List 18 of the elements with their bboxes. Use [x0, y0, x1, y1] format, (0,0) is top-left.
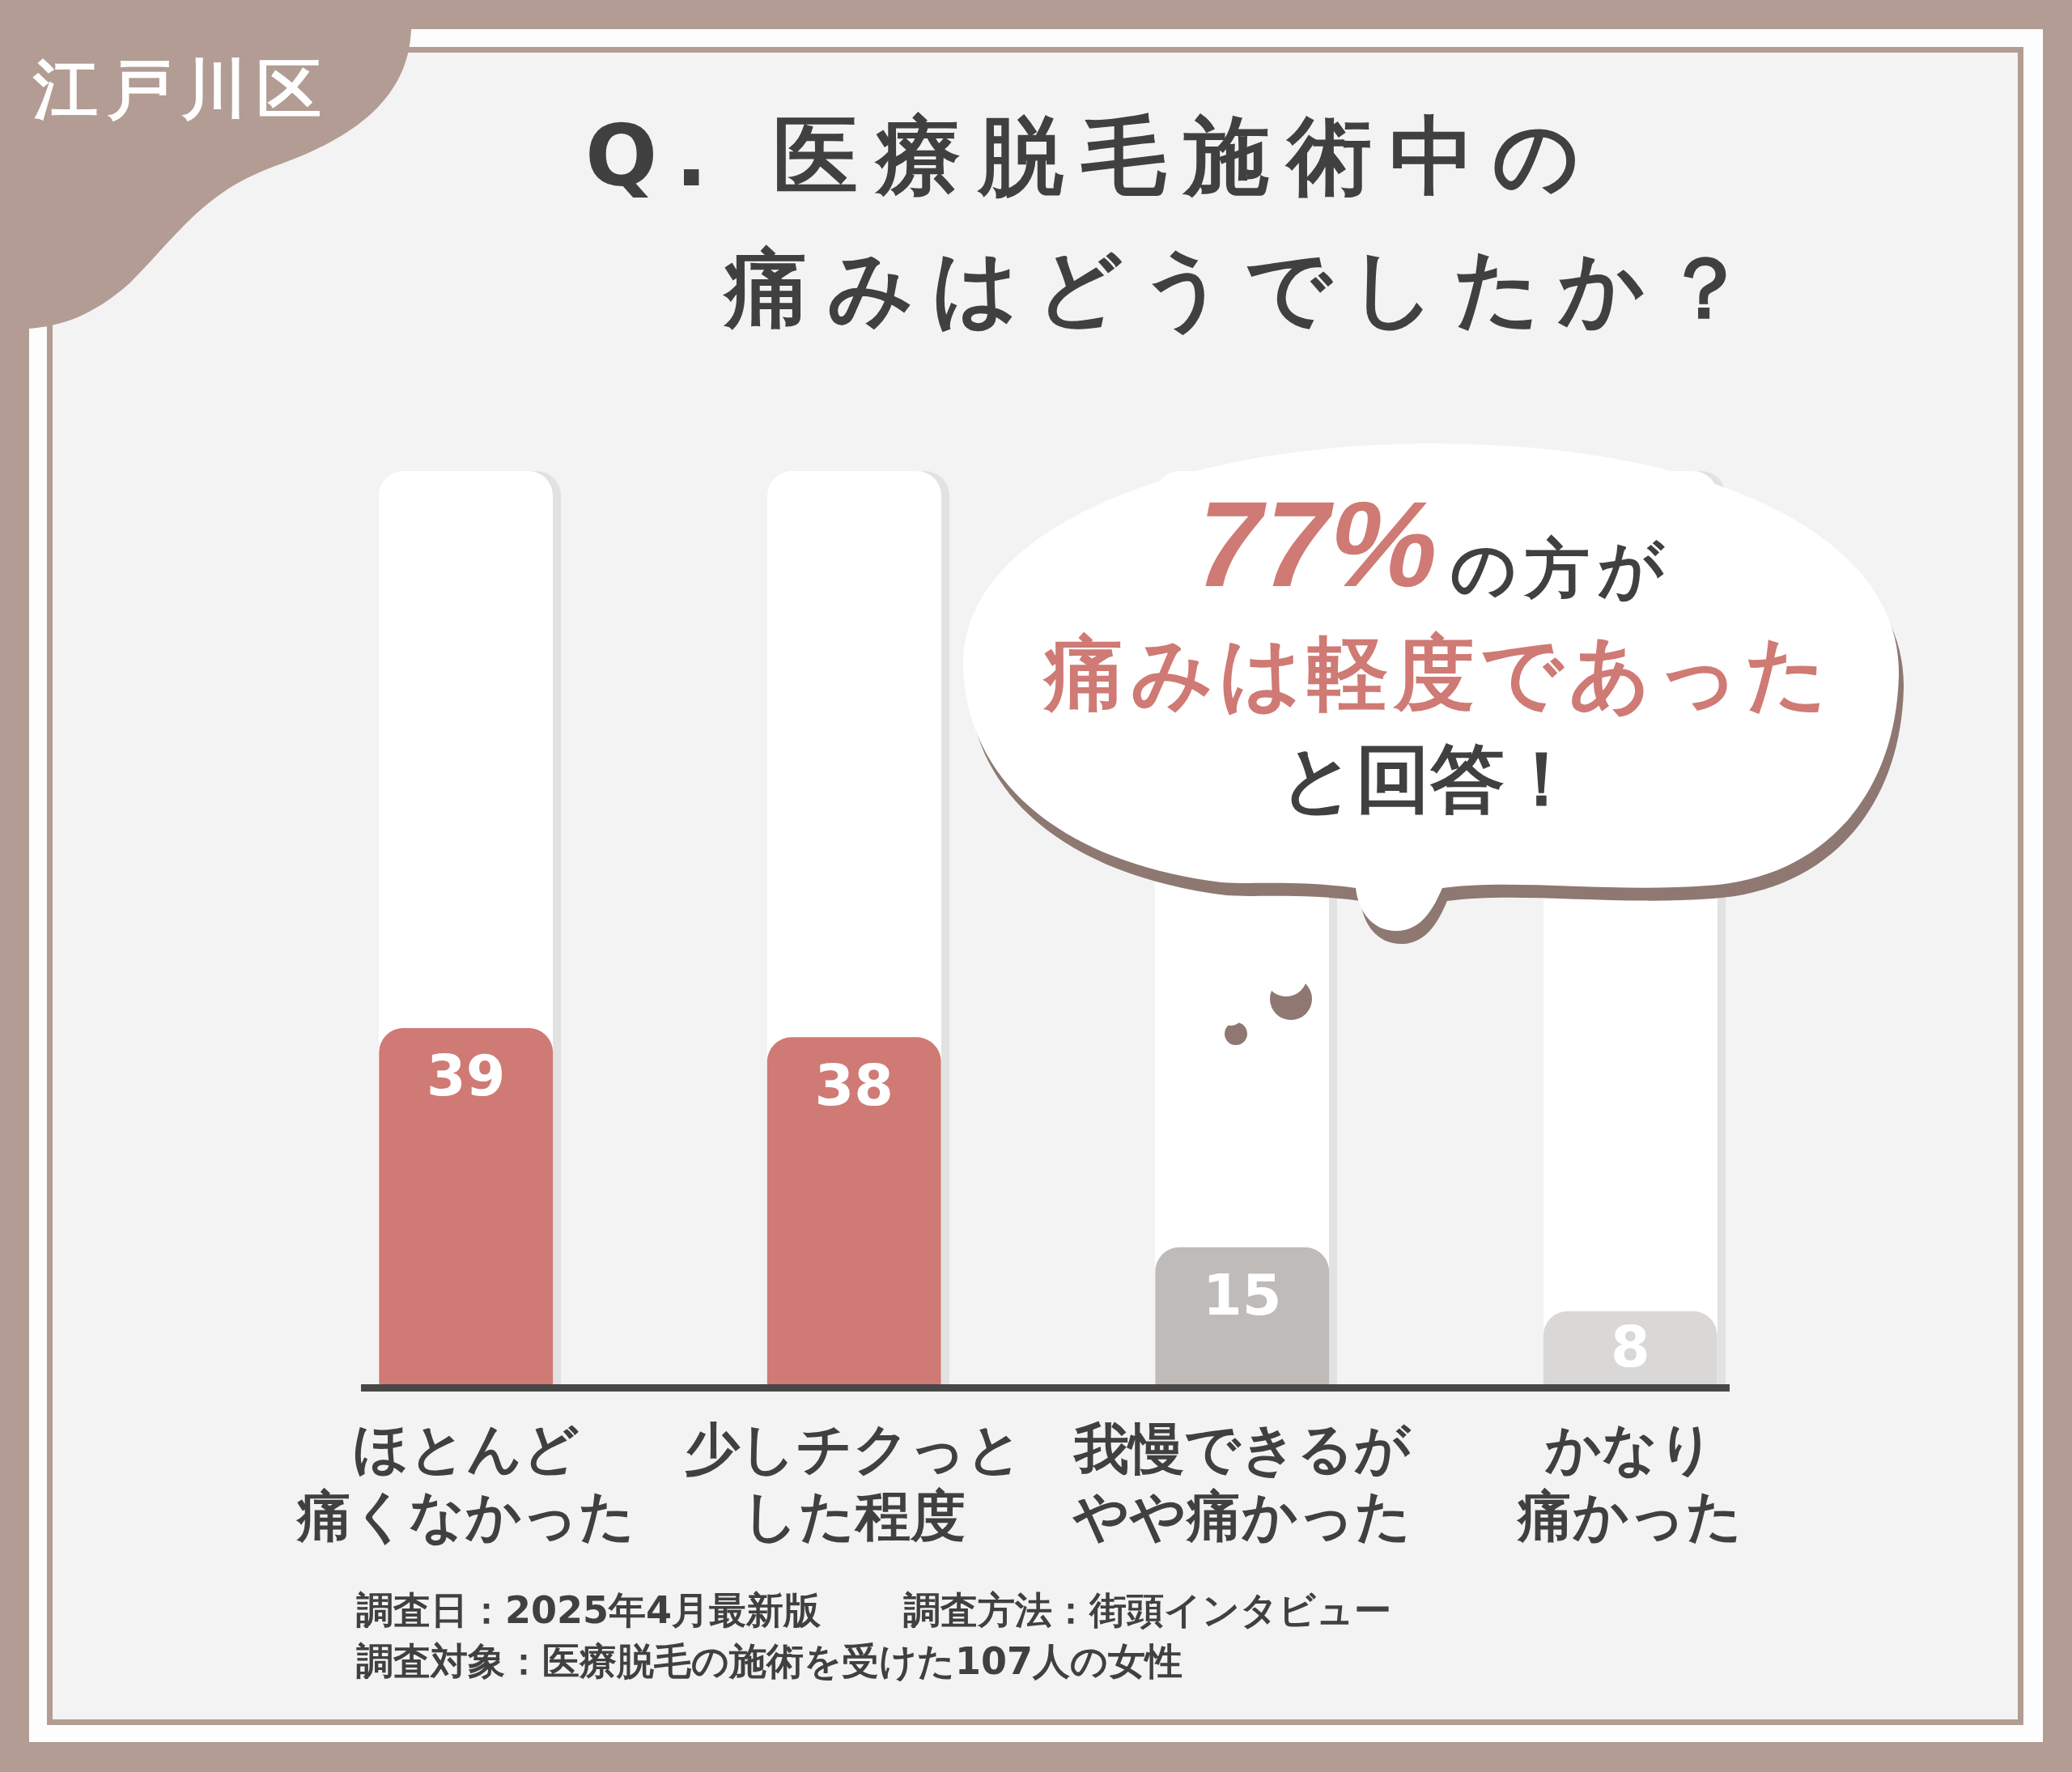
annotation: 77% [1182, 476, 1453, 612]
x-tick-label: ほとんど痛くなかった [295, 1417, 635, 1549]
text: 江戸川区 [33, 52, 331, 127]
annotation: 痛みは軽度であった [1044, 625, 1833, 720]
x-tick-label: 少しチクっとした程度 [685, 1417, 1024, 1549]
text: 調査日：2025年4月最新版 [356, 1587, 822, 1632]
data-label: 39 [427, 1043, 506, 1110]
text: 調査方法：街頭インタビュー [903, 1587, 1391, 1632]
bar [1155, 1247, 1330, 1384]
x-tick-label: かなり痛かった [1516, 1417, 1743, 1549]
annotation: の方が [1450, 531, 1672, 606]
chart-title: Q. 医療脱毛施術中の痛みはどうでしたか？ [585, 106, 1765, 338]
bar [1543, 1311, 1717, 1384]
text: 調査対象：医療脱毛の施術を受けた107人の女性 [356, 1638, 1183, 1683]
data-label: 38 [814, 1052, 894, 1119]
data-label: 15 [1203, 1261, 1282, 1328]
x-tick-label: 我慢できるがやや痛かった [1072, 1417, 1412, 1549]
annotation: と回答！ [1280, 736, 1579, 823]
